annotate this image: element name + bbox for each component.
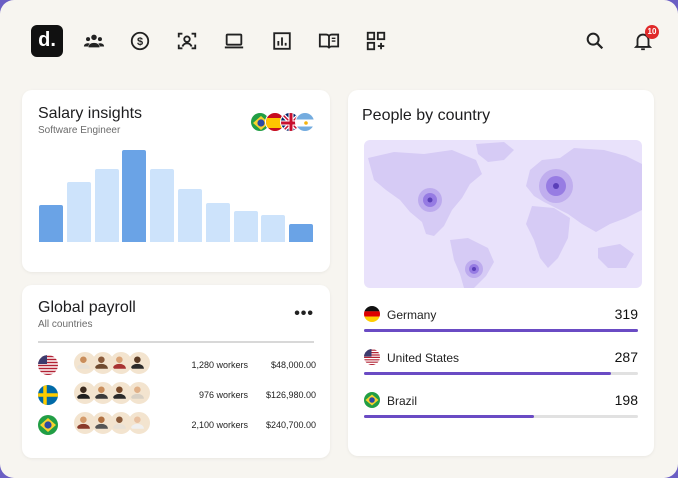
bar-chart-icon[interactable]	[270, 29, 294, 53]
dollar-icon[interactable]: $	[128, 29, 152, 53]
people-by-country-card: People by country	[348, 90, 654, 456]
salary-bar	[233, 210, 258, 242]
more-options-button[interactable]: •••	[294, 305, 314, 322]
flag-argentina-icon	[295, 112, 315, 132]
country-row-united-states[interactable]: United States 287	[364, 349, 638, 385]
avatar	[128, 382, 150, 404]
payroll-row-united-states[interactable]: 1,280 workers $48,000.00	[22, 352, 330, 380]
flag-usa-icon	[364, 349, 380, 365]
salary-insights-card: Salary insights Software Engineer	[22, 90, 330, 272]
country-count: 198	[614, 392, 638, 408]
country-progress-fill	[364, 329, 638, 332]
payroll-title: Global payroll	[38, 299, 136, 316]
worker-count: 976 workers	[198, 390, 248, 400]
flag-brazil-icon	[38, 415, 58, 435]
salary-bar	[94, 169, 119, 242]
avatar	[110, 382, 132, 404]
country-count: 287	[614, 349, 638, 365]
laptop-icon[interactable]	[222, 29, 246, 53]
salary-bar	[38, 205, 63, 242]
app-logo[interactable]: d.	[31, 25, 63, 57]
apps-add-icon[interactable]	[364, 29, 388, 53]
country-row-brazil[interactable]: Brazil 198	[364, 392, 638, 428]
book-icon[interactable]	[317, 29, 341, 53]
salary-bar-chart	[37, 150, 315, 242]
payroll-amount: $48,000.00	[270, 360, 316, 370]
salary-bar	[150, 169, 175, 242]
avatar	[128, 352, 150, 374]
svg-text:$: $	[137, 36, 143, 48]
payroll-divider	[38, 341, 314, 343]
salary-bar	[205, 203, 230, 242]
country-progress-track	[364, 329, 638, 332]
worker-avatars	[74, 412, 152, 438]
flag-brazil-icon	[364, 392, 380, 408]
country-name: Germany	[387, 308, 437, 322]
country-progress-fill	[364, 372, 611, 375]
notification-badge: 10	[645, 25, 659, 39]
payroll-row-sweden[interactable]: 976 workers $126,980.00	[22, 382, 330, 410]
world-map[interactable]	[364, 140, 642, 288]
salary-subtitle: Software Engineer	[38, 125, 121, 136]
global-payroll-card: Global payroll All countries ••• 1,280 w…	[22, 285, 330, 458]
payroll-subtitle: All countries	[38, 319, 93, 330]
country-row-germany[interactable]: Germany 319	[364, 306, 638, 342]
search-icon[interactable]	[583, 29, 607, 53]
avatar	[128, 412, 150, 434]
worker-avatars	[74, 352, 152, 378]
country-progress-track	[364, 415, 638, 418]
worker-avatars	[74, 382, 152, 408]
people-title: People by country	[362, 107, 491, 124]
avatar	[110, 412, 132, 434]
salary-bar	[66, 182, 91, 242]
salary-bar	[289, 223, 314, 242]
bell-icon[interactable]: 10	[631, 25, 659, 53]
salary-bar	[122, 150, 147, 242]
country-progress-track	[364, 372, 638, 375]
flag-usa-icon	[38, 355, 58, 375]
flag-germany-icon	[364, 306, 380, 322]
person-frame-icon[interactable]	[175, 29, 199, 53]
payroll-amount: $240,700.00	[265, 420, 316, 430]
world-map-graphic	[368, 142, 642, 288]
payroll-row-brazil[interactable]: 2,100 workers $240,700.00	[22, 412, 330, 440]
worker-count: 2,100 workers	[191, 420, 248, 430]
salary-bar	[177, 188, 202, 242]
top-nav: d. $ 10	[0, 0, 678, 84]
country-name: United States	[387, 351, 460, 365]
salary-title: Salary insights	[38, 105, 143, 122]
people-icon[interactable]	[82, 29, 106, 53]
flag-sweden-icon	[38, 385, 58, 405]
country-flags[interactable]	[250, 112, 316, 132]
payroll-amount: $126,980.00	[265, 390, 316, 400]
country-name: Brazil	[387, 394, 418, 408]
country-count: 319	[614, 306, 638, 322]
salary-bar	[261, 215, 286, 242]
worker-count: 1,280 workers	[191, 360, 248, 370]
country-progress-fill	[364, 415, 534, 418]
